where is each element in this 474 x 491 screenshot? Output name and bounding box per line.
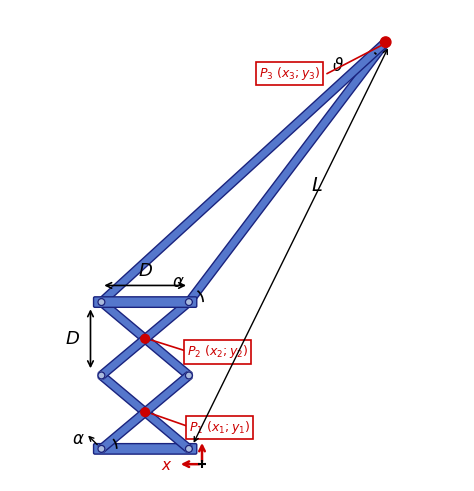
Circle shape — [141, 334, 149, 343]
Text: $\vartheta$: $\vartheta$ — [332, 57, 344, 75]
Circle shape — [381, 37, 391, 48]
FancyBboxPatch shape — [93, 443, 197, 454]
FancyBboxPatch shape — [98, 299, 192, 379]
Text: $\alpha$: $\alpha$ — [73, 430, 85, 448]
Circle shape — [98, 372, 105, 379]
Text: $D$: $D$ — [65, 330, 81, 348]
Text: $z$: $z$ — [206, 423, 216, 438]
Text: $\alpha$: $\alpha$ — [172, 273, 184, 291]
FancyBboxPatch shape — [98, 372, 192, 452]
Text: $D$: $D$ — [137, 262, 153, 280]
FancyBboxPatch shape — [98, 299, 192, 379]
FancyBboxPatch shape — [98, 372, 192, 452]
FancyBboxPatch shape — [93, 297, 197, 307]
Circle shape — [98, 299, 105, 305]
Text: $P_1\ (x_1; y_1)$: $P_1\ (x_1; y_1)$ — [189, 419, 250, 436]
FancyBboxPatch shape — [98, 39, 389, 305]
FancyBboxPatch shape — [185, 39, 389, 305]
Circle shape — [98, 445, 105, 452]
Circle shape — [185, 445, 192, 452]
Text: $x$: $x$ — [161, 458, 172, 472]
Text: $P_3\ (x_3; y_3)$: $P_3\ (x_3; y_3)$ — [259, 65, 320, 82]
Circle shape — [141, 408, 149, 416]
Circle shape — [185, 372, 192, 379]
Text: $L$: $L$ — [311, 176, 323, 195]
Circle shape — [185, 299, 192, 305]
Text: $P_2\ (x_2; y_2)$: $P_2\ (x_2; y_2)$ — [187, 343, 248, 360]
